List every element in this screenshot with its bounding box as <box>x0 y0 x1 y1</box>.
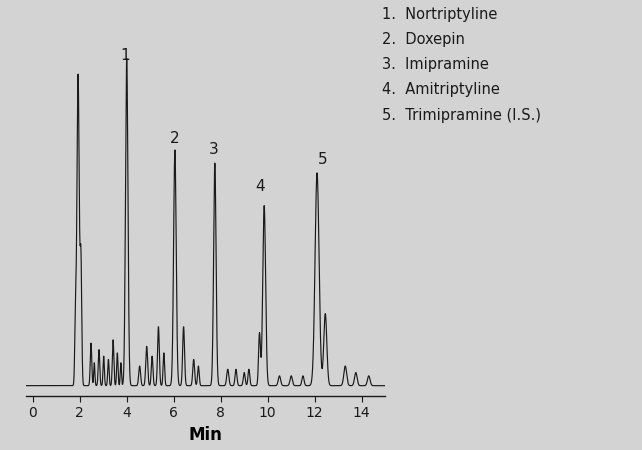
Text: 4: 4 <box>256 180 265 194</box>
Text: 1.  Nortriptyline
2.  Doxepin
3.  Imipramine
4.  Amitriptyline
5.  Trimipramine : 1. Nortriptyline 2. Doxepin 3. Imipramin… <box>382 7 541 122</box>
Text: 3: 3 <box>209 141 219 157</box>
Text: 5: 5 <box>317 152 327 167</box>
X-axis label: Min: Min <box>189 426 222 444</box>
Text: 2: 2 <box>169 131 179 146</box>
Text: 1: 1 <box>120 49 130 63</box>
